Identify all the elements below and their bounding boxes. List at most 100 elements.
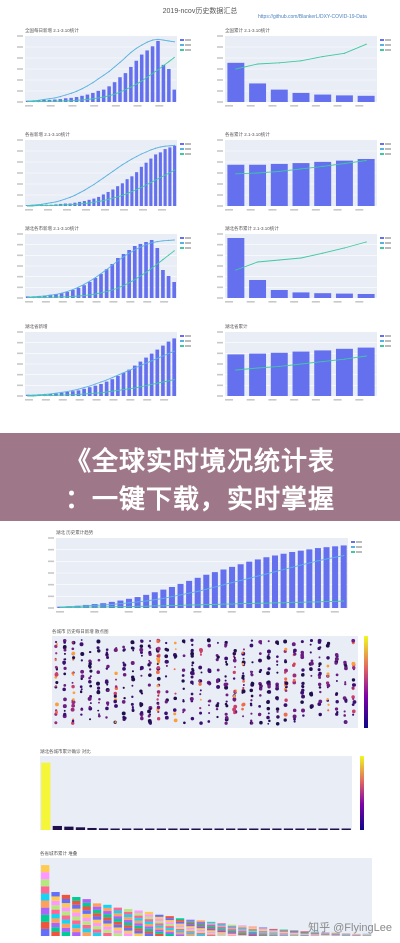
scatter-point (113, 648, 118, 652)
chart-monthly-b: 各省累计 2.1-3.10统计 (203, 128, 395, 218)
scatter-point (89, 684, 93, 688)
stack-segment (207, 924, 216, 927)
stack-segment (124, 914, 133, 918)
scatter-point (351, 703, 355, 706)
y-tick-label (48, 537, 54, 539)
stack-segment (258, 930, 268, 932)
cured-line (27, 57, 175, 103)
bar (214, 828, 224, 830)
bar (155, 248, 160, 298)
legend-swatch (380, 153, 384, 155)
y-tick-label (217, 395, 223, 397)
scatter-point (105, 648, 109, 651)
stack-segment (279, 932, 288, 934)
scatter-point (140, 711, 144, 715)
scatter-point (241, 662, 245, 666)
stack-segment (92, 906, 102, 910)
scatter-point (79, 642, 84, 647)
scatter-point (242, 672, 245, 675)
cured-line-point (156, 382, 158, 384)
cured-line-point (240, 603, 242, 605)
scatter-point (87, 696, 92, 701)
confirmed-line-point (334, 556, 336, 558)
scatter-point (300, 700, 304, 704)
cured-line-point (43, 100, 45, 103)
scatter-point (157, 710, 160, 714)
bar (59, 392, 64, 396)
scatter-point (122, 645, 125, 649)
scatter-point (190, 692, 194, 696)
cured-line-point (167, 254, 170, 256)
scatter-point (267, 667, 271, 671)
x-tick-label (82, 209, 90, 211)
stack-segment (238, 928, 247, 930)
scatter-point (55, 652, 58, 655)
scatter-point (88, 665, 92, 669)
stack-segment (124, 933, 133, 936)
scatter-point (309, 667, 313, 671)
scatter-point (89, 702, 92, 705)
y-tick-label (217, 183, 223, 185)
scatter-point (293, 648, 297, 653)
stack-segment (51, 900, 60, 906)
scatter-point (232, 694, 236, 698)
cured-line-point (130, 86, 132, 88)
cured-line-point (145, 184, 147, 186)
stack-segment (207, 928, 216, 931)
bar (63, 98, 68, 102)
x-tick-label (58, 399, 67, 401)
stack-segment (279, 934, 288, 936)
scatter-point (165, 690, 169, 694)
confirmed-line-point (94, 277, 96, 279)
bar (74, 97, 79, 102)
stack-segment (217, 924, 226, 926)
stack-segment (124, 911, 133, 915)
scatter-point (199, 698, 202, 701)
legend-text (185, 247, 191, 249)
y-tick-label (17, 373, 23, 376)
confirmed-line-point (134, 249, 136, 251)
scatter-point (241, 703, 245, 707)
stack-segment (238, 932, 247, 934)
scatter-point (190, 675, 194, 679)
scatter-point (156, 676, 161, 681)
cured-line-point (27, 395, 29, 397)
stack-segment (238, 930, 247, 932)
bar (155, 349, 160, 396)
scatter-point (131, 670, 134, 673)
stack-segment (186, 927, 195, 930)
x-tick-label (225, 105, 233, 107)
confirmed-line-point (308, 562, 310, 564)
confirmed-line-point (131, 158, 133, 160)
x-tick-label (290, 399, 299, 401)
scatter-point (80, 659, 83, 662)
confirmed-line (27, 38, 175, 102)
scatter-point (215, 678, 220, 682)
y-tick-label (217, 297, 223, 299)
cured-line-point (197, 604, 199, 606)
stack-segment (258, 927, 268, 929)
bar (127, 250, 131, 298)
confirmed-line-point (85, 605, 87, 607)
stack-segment (207, 926, 216, 928)
bar (330, 828, 340, 830)
legend-text (185, 237, 191, 239)
trend-line-point (343, 358, 346, 360)
stack-segment (103, 911, 112, 915)
scatter-point (335, 700, 339, 704)
scatter-point (130, 646, 135, 650)
x-tick-label (25, 301, 33, 303)
bar (145, 50, 149, 102)
stack-segment (61, 931, 71, 936)
bar (121, 254, 126, 298)
x-tick-label (246, 209, 255, 211)
stack-segment (113, 927, 122, 931)
confirmed-line-point (136, 155, 138, 158)
scatter-point (199, 653, 202, 656)
scatter-point (80, 639, 83, 641)
document-source-link[interactable]: https://github.com/BlankerL/DXY-COVID-19… (258, 14, 367, 20)
y-tick-label (217, 352, 223, 355)
stack-segment (61, 894, 71, 899)
scatter-point (198, 665, 203, 670)
confirmed-line-point (55, 392, 57, 394)
